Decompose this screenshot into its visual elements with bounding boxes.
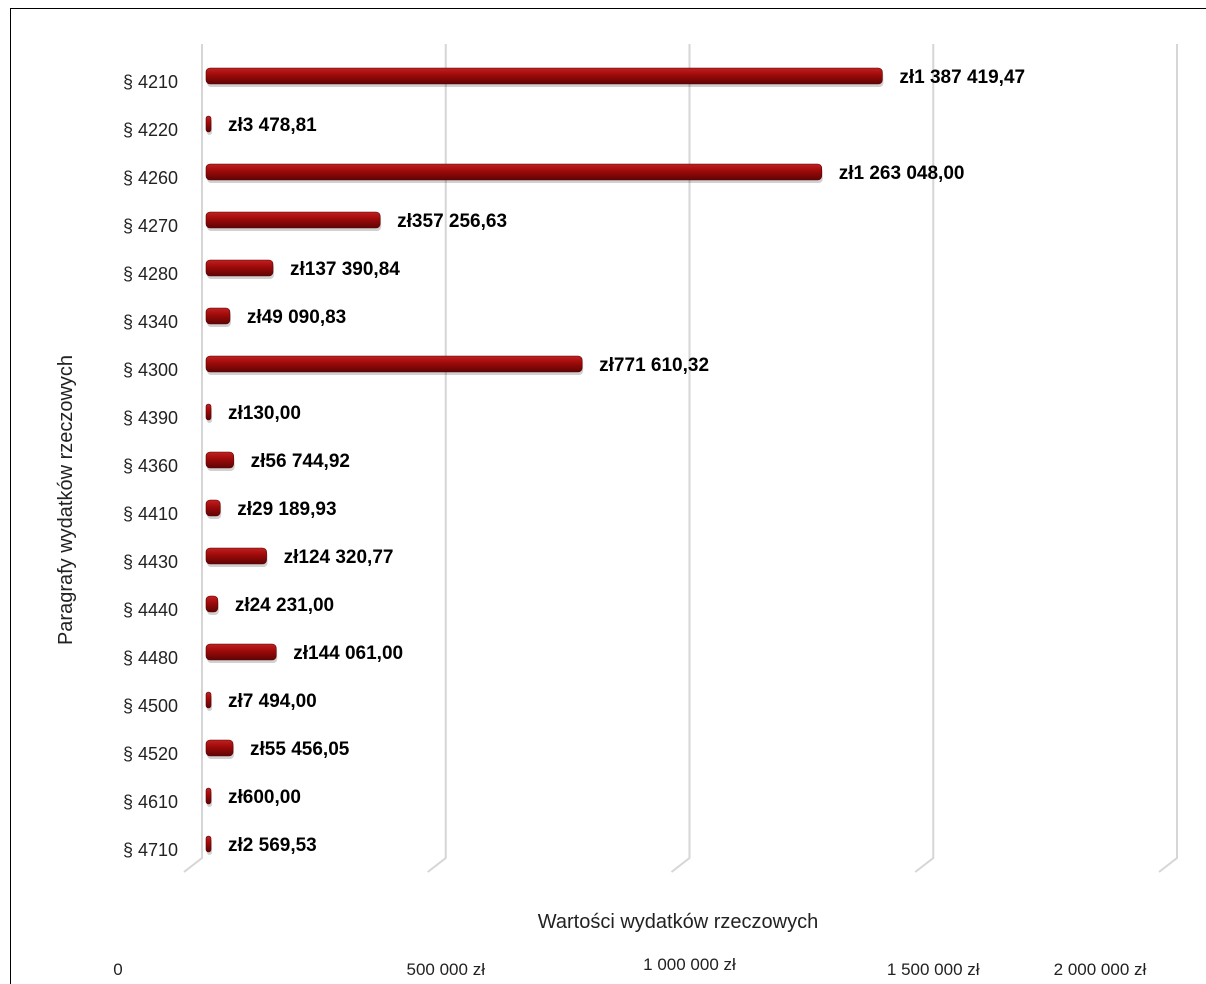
y-axis-title: Paragrafy wydatków rzeczowych — [55, 355, 77, 645]
category-label: § 4390 — [123, 408, 178, 428]
x-axis-title: Wartości wydatków rzeczowych — [538, 911, 818, 933]
bar — [205, 355, 583, 373]
bar — [205, 787, 212, 805]
bar — [205, 643, 277, 661]
bar — [205, 307, 231, 325]
bar — [205, 211, 381, 229]
value-label: zł124 320,77 — [284, 547, 394, 568]
category-label: § 4260 — [123, 168, 178, 188]
bars — [205, 67, 884, 855]
bar — [205, 547, 267, 565]
x-tick-labels: 0 500 000 zł 1 000 000 zł 1 500 000 zł 2 000… — [113, 955, 1146, 979]
category-label: § 4220 — [123, 120, 178, 140]
chart-frame — [10, 8, 1206, 984]
x-tick-label: 2 000 000 zł — [1054, 960, 1147, 979]
bar — [205, 451, 234, 469]
category-label: § 4430 — [123, 552, 178, 572]
x-tick-label: 500 000 zł — [407, 960, 486, 979]
value-label: zł1 387 419,47 — [899, 67, 1025, 88]
category-label: § 4410 — [123, 504, 178, 524]
value-label: zł29 189,93 — [237, 499, 336, 520]
gridline — [1158, 44, 1178, 873]
bar — [205, 691, 212, 709]
x-tick-label: 1 000 000 zł — [643, 955, 736, 974]
category-label: § 4500 — [123, 696, 178, 716]
category-label: § 4710 — [123, 840, 178, 860]
bar — [205, 163, 823, 181]
value-label: zł55 456,05 — [250, 739, 350, 760]
value-label: zł600,00 — [228, 787, 301, 808]
bar — [205, 499, 221, 517]
bar — [205, 259, 274, 277]
x-tick-label: 1 500 000 zł — [887, 960, 980, 979]
category-label: § 4300 — [123, 360, 178, 380]
value-labels: zł1 387 419,47 zł3 478,81 zł1 263 048,00 zł… — [228, 67, 1025, 856]
category-label: § 4610 — [123, 792, 178, 812]
value-label: zł2 569,53 — [228, 835, 317, 856]
gridline — [914, 44, 935, 873]
value-label: zł357 256,63 — [397, 211, 507, 232]
gridline — [183, 44, 203, 873]
value-label: zł24 231,00 — [235, 595, 334, 616]
bar — [205, 403, 212, 421]
category-labels: § 4210 § 4220 § 4260 § 4270 § 4280 § 4340 § 43… — [123, 72, 178, 860]
value-label: zł130,00 — [228, 403, 301, 424]
bar — [205, 115, 212, 133]
bar — [205, 739, 234, 757]
category-label: § 4480 — [123, 648, 178, 668]
category-label: § 4340 — [123, 312, 178, 332]
category-label: § 4270 — [123, 216, 178, 236]
x-tick-label: 0 — [113, 960, 122, 979]
category-label: § 4520 — [123, 744, 178, 764]
value-label: zł144 061,00 — [293, 643, 403, 664]
gridline — [427, 44, 447, 873]
value-label: zł56 744,92 — [251, 451, 350, 472]
gridline — [670, 44, 691, 873]
category-label: § 4360 — [123, 456, 178, 476]
value-label: zł49 090,83 — [247, 307, 346, 328]
category-label: § 4210 — [123, 72, 178, 92]
category-label: § 4280 — [123, 264, 178, 284]
value-label: zł137 390,84 — [290, 259, 400, 280]
bar — [205, 835, 212, 853]
value-label: zł1 263 048,00 — [839, 163, 965, 184]
gridlines — [183, 44, 1178, 873]
bar — [205, 67, 883, 85]
category-label: § 4440 — [123, 600, 178, 620]
value-label: zł7 494,00 — [228, 691, 317, 712]
bar — [205, 595, 219, 613]
value-label: zł3 478,81 — [228, 115, 317, 136]
value-label: zł771 610,32 — [599, 355, 709, 376]
